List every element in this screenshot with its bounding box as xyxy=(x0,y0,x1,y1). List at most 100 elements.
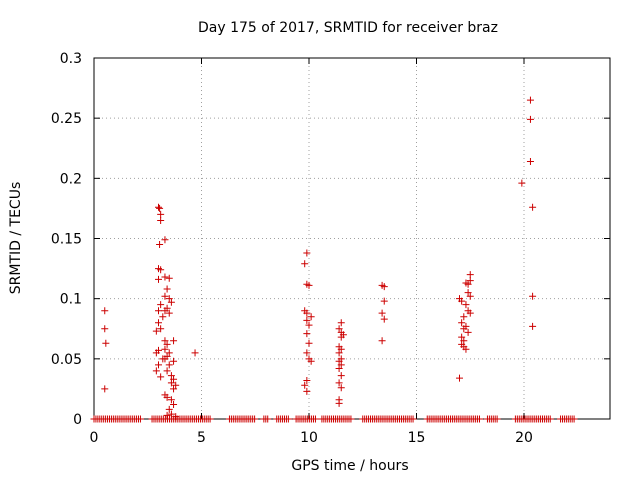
data-point xyxy=(172,381,180,389)
data-point xyxy=(335,399,343,407)
data-point xyxy=(165,309,173,317)
data-point xyxy=(303,349,311,357)
data-point xyxy=(378,337,386,345)
data-point xyxy=(301,260,309,268)
data-point xyxy=(518,179,526,187)
data-point xyxy=(337,361,345,369)
data-point xyxy=(305,281,313,289)
data-point xyxy=(165,274,173,282)
data-point xyxy=(526,96,534,104)
y-tick-label: 0.15 xyxy=(51,232,82,248)
data-point xyxy=(155,275,162,283)
data-point xyxy=(152,367,160,375)
data-point xyxy=(337,372,345,380)
data-point xyxy=(458,333,466,341)
data-point xyxy=(466,277,474,285)
data-point xyxy=(456,374,463,382)
data-point xyxy=(305,321,313,329)
data-point xyxy=(206,415,214,423)
data-point xyxy=(303,249,311,257)
data-point xyxy=(101,307,109,315)
data-point xyxy=(157,373,165,381)
chart-title: Day 175 of 2017, SRMTID for receiver bra… xyxy=(198,20,498,36)
data-point xyxy=(156,241,164,249)
data-point xyxy=(529,292,537,300)
data-point xyxy=(464,280,472,288)
y-tick-label: 0.1 xyxy=(60,292,82,308)
data-point xyxy=(466,292,474,300)
data-point xyxy=(466,271,474,279)
data-point xyxy=(155,203,162,211)
data-point xyxy=(307,313,315,321)
data-point xyxy=(157,216,165,224)
data-point xyxy=(303,330,311,338)
data-point xyxy=(101,385,109,393)
data-point xyxy=(159,313,167,321)
data-point xyxy=(378,309,386,317)
data-point xyxy=(462,301,470,309)
data-point xyxy=(303,309,311,317)
y-tick-label: 0.25 xyxy=(51,111,82,127)
data-point xyxy=(529,322,537,330)
data-point xyxy=(170,337,178,345)
data-point xyxy=(161,345,169,353)
data-point xyxy=(475,415,483,423)
data-point xyxy=(335,349,343,357)
y-tick-label: 0 xyxy=(73,412,82,428)
x-tick-label: 10 xyxy=(300,430,318,446)
x-axis-label: GPS time / hours xyxy=(291,458,408,474)
data-point xyxy=(458,319,466,327)
data-point xyxy=(136,415,144,423)
data-point xyxy=(167,396,175,404)
data-point xyxy=(380,283,388,291)
data-point xyxy=(529,203,537,211)
data-point xyxy=(337,345,345,353)
data-point xyxy=(161,292,169,300)
data-point xyxy=(462,345,470,353)
data-point xyxy=(165,295,173,303)
data-point xyxy=(251,415,259,423)
data-point xyxy=(335,379,343,387)
data-point xyxy=(464,328,472,336)
x-tick-label: 15 xyxy=(408,430,426,446)
data-point xyxy=(284,415,292,423)
data-point xyxy=(191,349,199,357)
data-point xyxy=(157,210,165,218)
data-point xyxy=(460,325,468,333)
data-point xyxy=(163,367,171,375)
y-tick-label: 0.05 xyxy=(51,352,82,368)
data-point xyxy=(303,376,311,384)
data-point xyxy=(305,339,313,347)
data-point xyxy=(335,325,343,333)
y-tick-label: 0.3 xyxy=(60,51,82,67)
y-tick-label: 0.2 xyxy=(60,171,82,187)
data-point xyxy=(337,384,345,392)
data-point xyxy=(311,415,319,423)
data-point xyxy=(170,357,178,365)
data-point xyxy=(161,355,169,363)
data-point xyxy=(337,319,345,327)
data-point xyxy=(570,415,578,423)
data-point xyxy=(170,401,178,409)
x-tick-label: 5 xyxy=(197,430,206,446)
data-point xyxy=(167,372,175,380)
data-point xyxy=(163,285,171,293)
data-point xyxy=(152,327,160,335)
data-point xyxy=(335,357,343,365)
data-point xyxy=(167,379,175,387)
data-point xyxy=(380,315,388,323)
data-point xyxy=(102,339,110,347)
data-point xyxy=(167,298,175,306)
data-point xyxy=(264,415,272,423)
data-point xyxy=(155,319,162,327)
data-point xyxy=(409,415,417,423)
data-point xyxy=(165,361,173,369)
data-point xyxy=(161,337,169,345)
data-point xyxy=(157,301,165,309)
x-tick-labels: 0 5 10 15 20 xyxy=(90,430,533,446)
data-point xyxy=(460,337,468,345)
data-point xyxy=(101,325,109,333)
y-axis-label: SRMTID / TECUs xyxy=(8,182,24,295)
data-point xyxy=(301,381,309,389)
data-point xyxy=(161,236,169,244)
